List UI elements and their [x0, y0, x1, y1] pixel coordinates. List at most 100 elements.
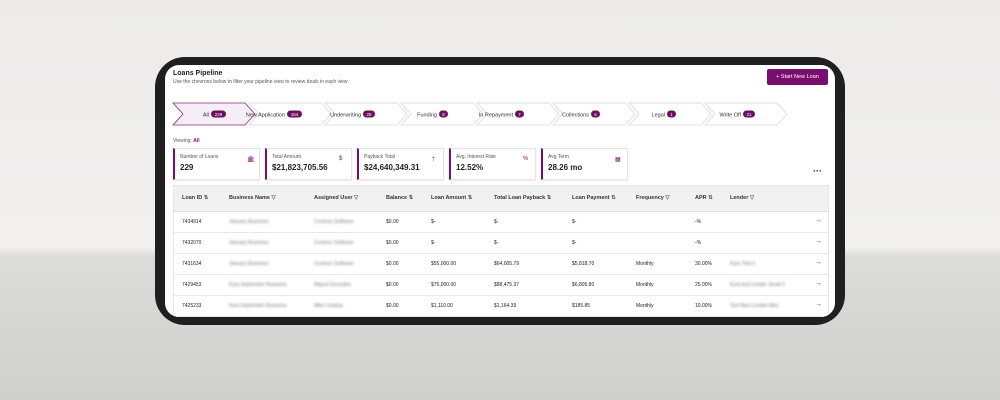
- table: Loan ID ⇅ Business Name ▽ Assigned User ▽ B…: [173, 185, 829, 317]
- screen: Loans Pipeline Use the chevrons below to…: [165, 65, 835, 317]
- table-row: 7429453 Kyra September Business Miguel Gon…: [174, 275, 828, 296]
- blurred-cell: Kyra Test 3: [730, 261, 755, 267]
- row-open-arrow[interactable]: →: [815, 217, 822, 224]
- column-header: Loan ID ⇅: [182, 195, 209, 201]
- header-icon[interactable]: ⇅: [609, 195, 616, 201]
- step-label: New Application: [246, 113, 285, 119]
- table-cell: 7431634: [182, 261, 202, 267]
- stat-label: Avg. Interest Rate: [456, 154, 496, 160]
- stat-card: Total Amount $21,823,705.56 $: [265, 148, 352, 180]
- more-menu[interactable]: ···: [813, 166, 822, 176]
- step-count: 6: [594, 112, 597, 117]
- blurred-cell: Contoso Software: [314, 240, 354, 246]
- header-icon[interactable]: ▽: [352, 195, 359, 201]
- table-cell: $-: [572, 219, 577, 225]
- table-row: 7434914 January Business Contoso Software $…: [174, 212, 828, 233]
- table-cell: $0.00: [386, 240, 399, 246]
- table-cell: $75,000.00: [431, 282, 457, 288]
- step-count-badge: [515, 110, 524, 118]
- column-header: Loan Payment ⇅: [572, 195, 616, 201]
- stat-value: 12.52%: [456, 163, 484, 172]
- step-count-badge: [287, 110, 302, 118]
- table-cell: $6,805.80: [572, 282, 595, 288]
- table-cell: $1,164.39: [494, 303, 517, 309]
- stat-label: Total Amount: [272, 154, 301, 160]
- row-open-arrow[interactable]: →: [815, 238, 822, 245]
- step-count-badge: [439, 110, 448, 118]
- stat-value: 28.26 mo: [548, 163, 583, 172]
- step-count: 164: [291, 112, 299, 117]
- table-cell: $64,005.79: [494, 261, 520, 267]
- plus-icon: +: [776, 74, 781, 80]
- table-cell: 7434914: [182, 219, 202, 225]
- table-row: 7425233 Kyra September Business Mike Linds…: [174, 296, 828, 317]
- step-label: Legal: [652, 113, 665, 119]
- step-count: 25: [366, 112, 372, 117]
- pipeline: All 229 New Application 164 Underwriting 25 Fu…: [172, 102, 788, 126]
- table-cell: -%: [695, 219, 702, 225]
- step-count: 21: [746, 112, 752, 117]
- step-count-badge: [667, 110, 676, 118]
- header-icon[interactable]: ⇅: [202, 195, 209, 201]
- table-cell: $-: [494, 240, 499, 246]
- column-header: Business Name ▽: [229, 195, 276, 201]
- header-icon[interactable]: ⇅: [706, 195, 713, 201]
- button-label: Start New Loan: [780, 74, 819, 80]
- stat-label: Number of Loans: [180, 154, 219, 160]
- table-cell: $-: [431, 240, 436, 246]
- column-header: Lender ▽: [730, 195, 755, 201]
- step-count-badge: [363, 110, 375, 118]
- column-header: Assigned User ▽: [314, 195, 359, 201]
- row-open-arrow[interactable]: →: [815, 280, 822, 287]
- step-label: Funding: [417, 113, 437, 119]
- table-cell: $0.00: [386, 303, 399, 309]
- stat-icon: $: [339, 156, 343, 162]
- blurred-cell: Miguel Gonzalez: [314, 282, 352, 288]
- header-icon[interactable]: ⇅: [407, 195, 414, 201]
- stat-icon: 🏛: [247, 157, 255, 163]
- table-cell: $1,110.00: [431, 303, 453, 309]
- column-header: APR ⇅: [695, 195, 713, 201]
- step-count: 8: [442, 112, 445, 117]
- table-cell: Monthly: [636, 282, 654, 288]
- blurred-cell: Kyra September Business: [229, 303, 287, 309]
- table-cell: Monthly: [636, 303, 654, 309]
- header-icon[interactable]: ▽: [748, 195, 755, 201]
- table-cell: 25.00%: [695, 282, 712, 288]
- step-count-badge: [211, 110, 226, 118]
- table-header: [174, 186, 828, 212]
- step-count: 7: [518, 112, 521, 117]
- header-icon[interactable]: ▽: [269, 195, 276, 201]
- viewing: Viewing: All: [173, 138, 200, 144]
- header-icon[interactable]: ▽: [663, 195, 670, 201]
- step-label: Write Off: [720, 113, 742, 119]
- table-row: 7432070 January Business Contoso Software $…: [174, 233, 828, 254]
- blurred-cell: Contoso Software: [314, 219, 354, 225]
- step-count-badge: [591, 110, 600, 118]
- viewing-value: All: [193, 138, 200, 144]
- blurred-cell: Contoso Software: [314, 261, 354, 267]
- blurred-cell: Test New Lender Alex: [730, 303, 779, 309]
- viewing-label: Viewing:: [173, 138, 192, 144]
- stat-card: Number of Loans 229 🏛: [173, 148, 260, 180]
- table-cell: $-: [572, 240, 577, 246]
- blurred-cell: January Business: [229, 219, 269, 225]
- table-cell: $185.85: [572, 303, 591, 309]
- page-subtitle: Use the chevrons below to filter your pi…: [173, 79, 348, 85]
- blurred-cell: January Business: [229, 261, 269, 267]
- stat-label: Payback Total: [364, 154, 396, 160]
- table-cell: $88,475.37: [494, 282, 520, 288]
- table-cell: $-: [494, 219, 499, 225]
- stat-icon: ⇡: [431, 157, 437, 163]
- header-icon[interactable]: ⇅: [545, 195, 552, 201]
- table-row: 7431634 January Business Contoso Software $…: [174, 254, 828, 275]
- row-open-arrow[interactable]: →: [815, 301, 822, 308]
- column-header: Frequency ▽: [636, 195, 670, 201]
- start-loan-button[interactable]: + Start New Loan: [767, 69, 828, 85]
- row-open-arrow[interactable]: →: [815, 259, 822, 266]
- stat-card: Payback Total $24,640,349.31 ⇡: [357, 148, 444, 180]
- table-cell: $5,818.70: [572, 261, 595, 267]
- header-icon[interactable]: ⇅: [466, 195, 473, 201]
- table-cell: 7432070: [182, 240, 202, 246]
- table-cell: $0.00: [386, 219, 399, 225]
